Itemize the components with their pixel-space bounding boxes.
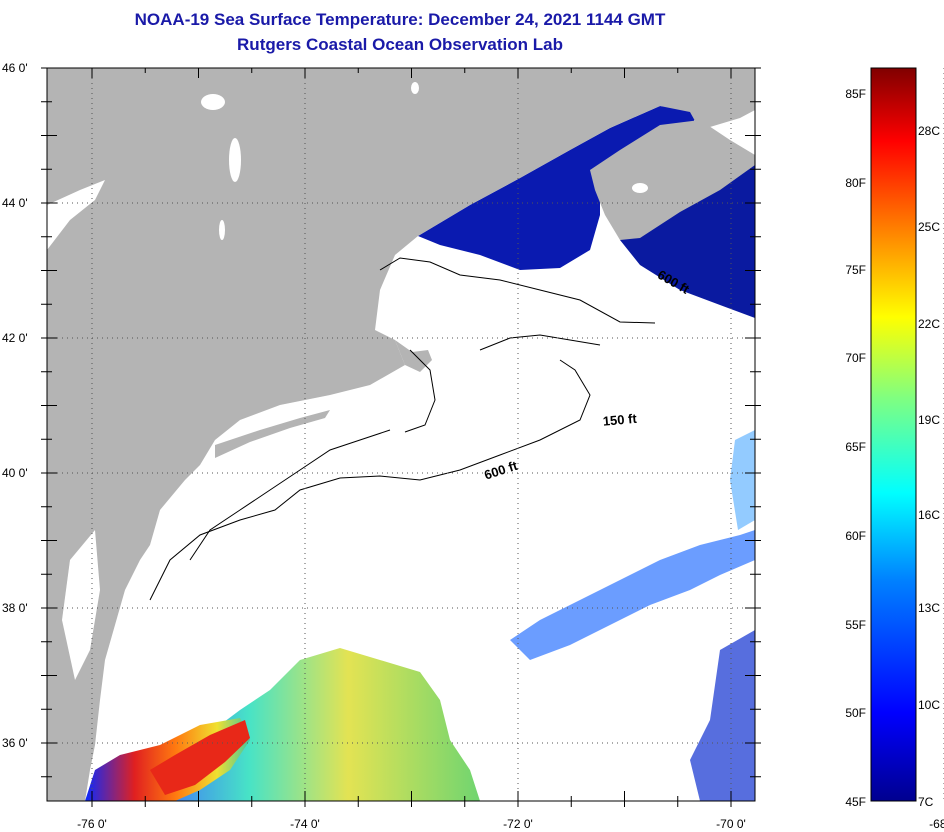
lon-tick-label: -68 0' xyxy=(929,817,944,831)
longitude-labels: -76 0'-74 0'-72 0'-70 0'-68 0'-66 0'-64 … xyxy=(77,817,944,831)
latitude-labels: 46 0' 44 0' 42 0' 40 0' 38 0' 36 0' xyxy=(2,61,28,750)
colorbar-f-label: 45F xyxy=(845,795,866,809)
coastal-contour xyxy=(189,429,391,561)
colorbar-c-label: 19C xyxy=(918,413,940,427)
colorbar-f-label: 85F xyxy=(845,87,866,101)
colorbar-f-label: 60F xyxy=(845,529,866,543)
land-us-mainland xyxy=(47,68,755,801)
colorbar-f-label: 75F xyxy=(845,263,866,277)
colorbar-c-label: 7C xyxy=(918,795,934,809)
colorbar-f-label: 70F xyxy=(845,351,866,365)
lake-ontario xyxy=(47,180,105,250)
colorbar-c-label: 16C xyxy=(918,508,940,522)
lat-tick-label: 44 0' xyxy=(2,196,28,210)
lon-tick-label: -74 0' xyxy=(290,817,320,831)
lake xyxy=(219,220,225,240)
lake xyxy=(201,94,225,110)
land-long-island xyxy=(215,410,330,458)
lat-tick-label: 42 0' xyxy=(2,331,28,345)
map-title: NOAA-19 Sea Surface Temperature: Decembe… xyxy=(134,10,666,29)
contour-600ft-georges xyxy=(479,334,601,351)
colorbar-c-label: 10C xyxy=(918,698,940,712)
lon-tick-label: -76 0' xyxy=(77,817,107,831)
scattered-warm-data xyxy=(510,530,755,660)
land-cape-cod xyxy=(395,340,432,372)
cold-water-scotian-shelf xyxy=(620,160,755,318)
map-subtitle: Rutgers Coastal Ocean Observation Lab xyxy=(237,35,563,54)
colorbar-c-label: 25C xyxy=(918,220,940,234)
contour-600ft-gulf-of-maine xyxy=(379,257,656,324)
colorbar-f-label: 65F xyxy=(845,440,866,454)
colorbar-f-label: 55F xyxy=(845,618,866,632)
lake xyxy=(229,138,241,182)
colorbar-scale xyxy=(870,67,917,802)
graticule xyxy=(47,68,944,801)
colorbar-fahrenheit-labels: 85F 80F 75F 70F 65F 60F 55F 50F 45F xyxy=(845,87,866,809)
axis-ticks xyxy=(41,67,761,807)
colorbar-celsius-labels: 28C 25C 22C 19C 16C 13C 10C 7C xyxy=(918,124,940,809)
map-frame xyxy=(46,67,756,802)
lon-tick-label: -72 0' xyxy=(503,817,533,831)
lake xyxy=(411,82,419,94)
lat-tick-label: 36 0' xyxy=(2,736,28,750)
lat-tick-label: 38 0' xyxy=(2,601,28,615)
lon-tick-label: -70 0' xyxy=(716,817,746,831)
contour-600ft-shelf-edge xyxy=(149,359,591,601)
lat-tick-label: 40 0' xyxy=(2,466,28,480)
land-nova-scotia xyxy=(590,120,755,240)
colorbar-f-label: 80F xyxy=(845,176,866,190)
gulf-stream-red xyxy=(150,720,250,795)
colorbar-c-label: 13C xyxy=(918,601,940,615)
colorbar-f-label: 50F xyxy=(845,706,866,720)
chesapeake-bay xyxy=(62,530,100,680)
scattered-east-strip xyxy=(730,430,755,530)
lake xyxy=(632,183,648,193)
contour-label: 150 ft xyxy=(602,411,638,429)
contour-150ft-nantucket xyxy=(404,349,436,433)
scattered-east-data xyxy=(690,630,755,801)
colorbar-c-label: 28C xyxy=(918,124,940,138)
lat-tick-label: 46 0' xyxy=(2,61,28,75)
colorbar-c-label: 22C xyxy=(918,317,940,331)
